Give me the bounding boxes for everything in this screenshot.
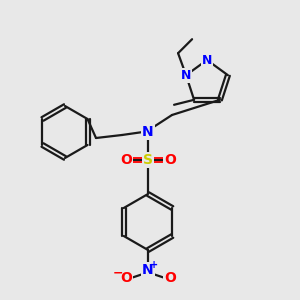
Text: O: O xyxy=(164,153,176,167)
Text: −: − xyxy=(113,266,123,280)
Text: S: S xyxy=(143,153,153,167)
Text: N: N xyxy=(202,53,212,67)
Text: O: O xyxy=(120,153,132,167)
Text: +: + xyxy=(150,260,158,270)
Text: O: O xyxy=(164,271,176,285)
Text: N: N xyxy=(142,125,154,139)
Text: O: O xyxy=(120,271,132,285)
Text: N: N xyxy=(181,69,191,82)
Text: N: N xyxy=(142,263,154,277)
